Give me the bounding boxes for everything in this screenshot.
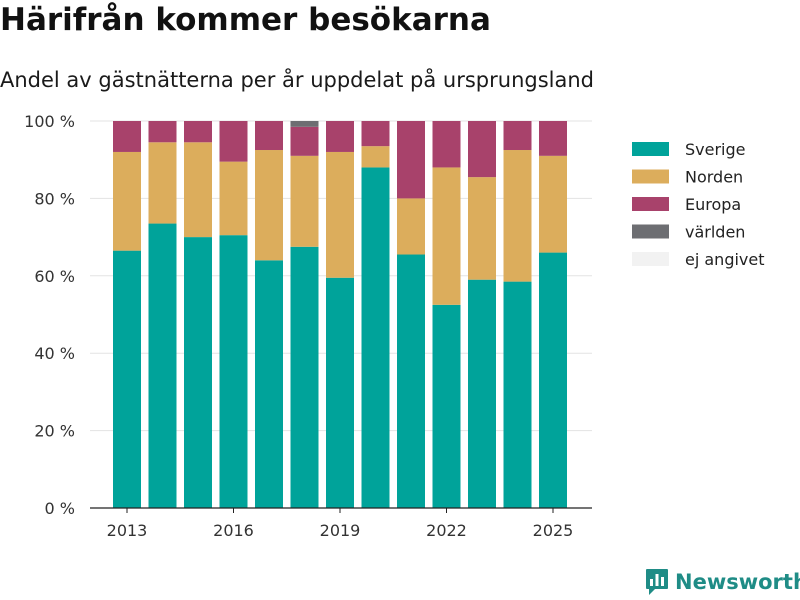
- legend-swatch: [632, 169, 669, 184]
- bar-segment: [219, 235, 248, 509]
- bar-segment: [539, 252, 567, 508]
- bar-segment: [148, 142, 177, 224]
- bar-segment: [397, 198, 425, 255]
- legend-label: Sverige: [685, 140, 746, 159]
- bar-segment: [184, 237, 212, 508]
- bar-segment: [113, 151, 141, 251]
- chart-title: Härifrån kommer besökarna: [0, 2, 491, 38]
- bar-segment: [361, 146, 390, 168]
- bar-segment: [290, 126, 319, 156]
- legend-swatch: [632, 252, 669, 266]
- newsworthy-logo-icon: [646, 569, 668, 595]
- y-tick-label: 0 %: [45, 499, 75, 518]
- bar-segment: [361, 121, 390, 147]
- bar-segment: [397, 121, 425, 199]
- bar-segment: [361, 167, 390, 508]
- bar-segment: [255, 150, 283, 261]
- bar-segment: [148, 223, 177, 508]
- brand-logo: Newsworthy: [645, 568, 800, 596]
- x-tick-label: 2019: [320, 521, 361, 540]
- legend-label: Norden: [685, 168, 743, 187]
- brand-name: Newsworthy: [675, 570, 800, 594]
- bar-segment: [468, 177, 496, 280]
- bar-segment: [432, 121, 461, 168]
- bar-segment: [503, 281, 532, 508]
- bar-segment: [539, 155, 567, 253]
- x-tick-label: 2013: [107, 521, 148, 540]
- bar-segment: [468, 121, 496, 178]
- bar-segment: [219, 161, 248, 236]
- legend-label: ej angivet: [685, 250, 765, 269]
- legend-swatch: [632, 197, 669, 211]
- bar-segment: [290, 155, 319, 247]
- bar-segment: [113, 121, 141, 152]
- bar-segment: [432, 167, 461, 305]
- y-tick-label: 80 %: [34, 189, 75, 208]
- bar-segment: [255, 260, 283, 508]
- x-tick-label: 2016: [213, 521, 254, 540]
- bar-segment: [326, 121, 354, 152]
- bar-segment: [432, 304, 461, 508]
- x-tick-label: 2025: [533, 521, 574, 540]
- legend-swatch: [632, 224, 669, 239]
- bar-segment: [468, 279, 496, 508]
- x-tick-label: 2022: [426, 521, 467, 540]
- bars: [113, 121, 567, 509]
- legend-label: världen: [685, 223, 745, 242]
- axes: 0 % 20 % 40 % 60 % 80 % 100 % 2013 2016 2019 2022…: [24, 112, 592, 540]
- legend-label: Europa: [685, 195, 741, 214]
- legend: Sverige Norden Europa världen ej angivet: [632, 140, 765, 269]
- bar-segment: [184, 142, 212, 238]
- y-tick-label: 100 %: [24, 112, 75, 131]
- bar-segment: [539, 121, 567, 156]
- bar-segment: [290, 121, 319, 127]
- bar-segment: [255, 121, 283, 151]
- bar-segment: [219, 121, 248, 162]
- bar-segment: [148, 121, 177, 143]
- y-tick-label: 20 %: [34, 422, 75, 441]
- bar-segment: [113, 250, 141, 508]
- bar-segment: [290, 246, 319, 508]
- bar-segment: [184, 121, 212, 143]
- bar-segment: [503, 150, 532, 282]
- y-tick-label: 40 %: [34, 344, 75, 363]
- bar-segment: [326, 151, 354, 278]
- chart-subtitle: Andel av gästnätterna per år uppdelat på…: [0, 68, 594, 92]
- legend-swatch: [632, 142, 669, 156]
- y-tick-label: 60 %: [34, 267, 75, 286]
- bar-segment: [326, 277, 354, 508]
- bar-segment: [503, 121, 532, 151]
- bar-segment: [397, 254, 425, 508]
